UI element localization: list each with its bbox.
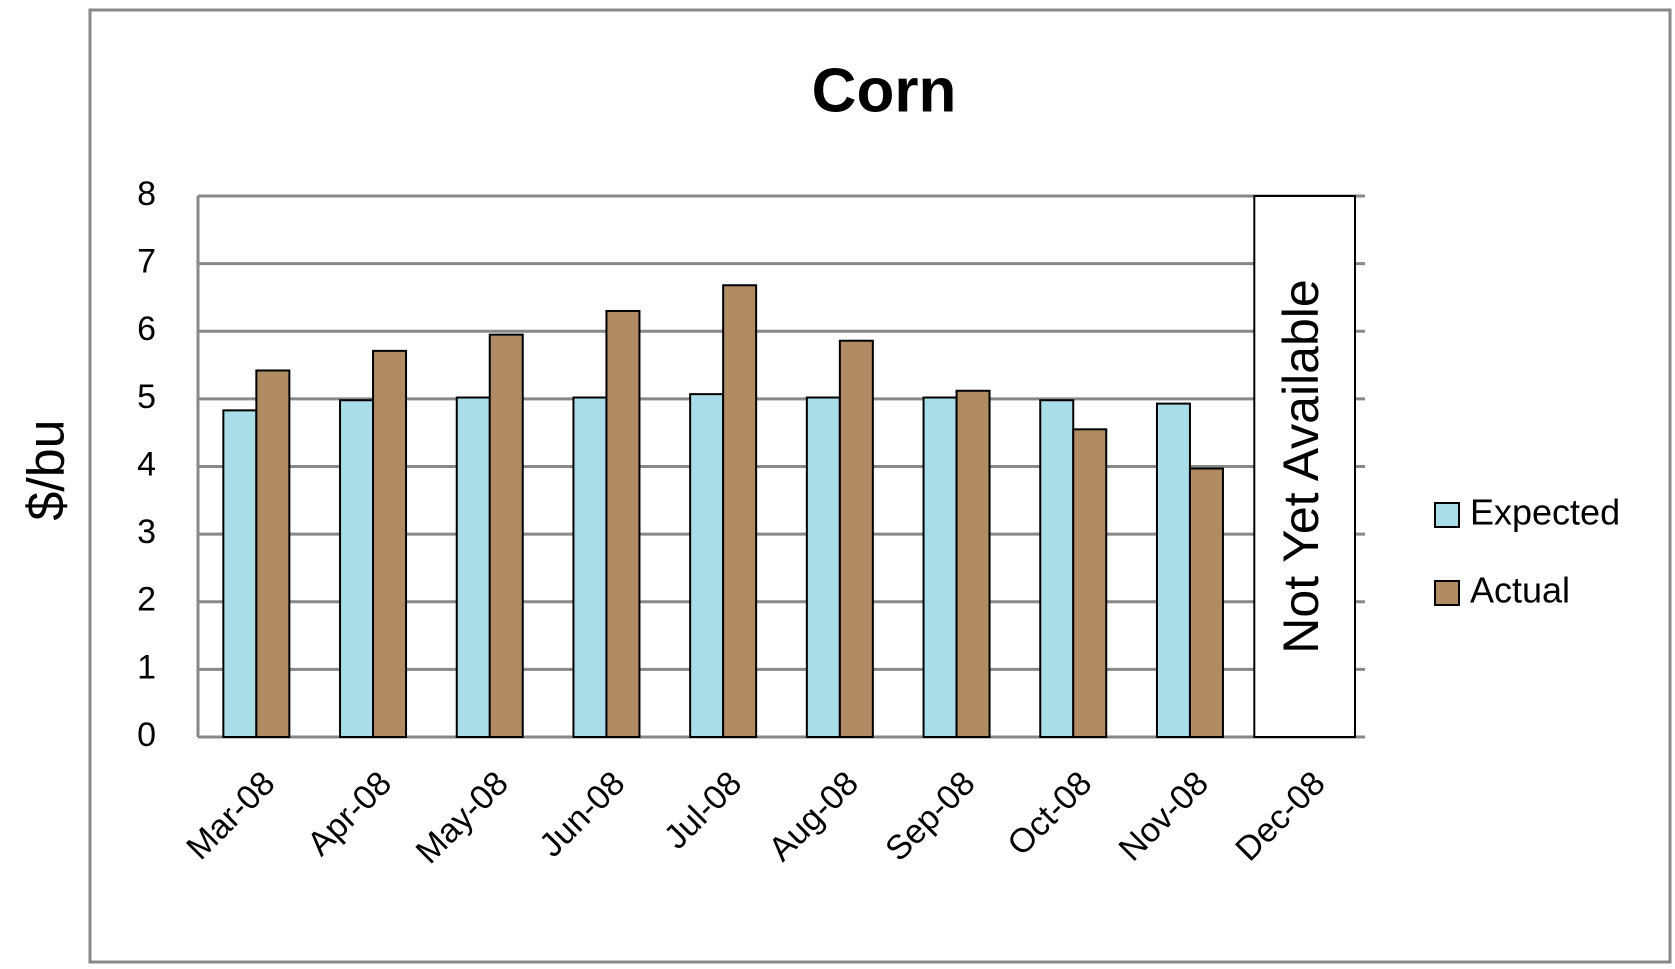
y-tick-label: 2 [137,581,156,619]
annotation-box [1253,195,1357,738]
bar [838,339,874,738]
bar [922,396,958,738]
bar [339,399,375,738]
legend-swatch [1434,580,1460,606]
y-tick-label: 3 [137,513,156,551]
y-axis-label: $/bu [18,419,76,520]
bar [255,369,291,738]
y-tick-label: 5 [137,378,156,416]
y-tick-label: 0 [137,716,156,754]
legend-label: Expected [1470,492,1620,533]
bar [222,409,258,738]
bar [689,393,725,738]
bar [572,396,608,738]
bar [455,396,491,738]
bar [1039,399,1075,738]
y-tick-label: 4 [137,445,156,483]
bar [1188,467,1224,738]
annotation: Not Yet Available [1273,279,1329,653]
bar [488,333,524,738]
y-tick-label: 1 [137,648,156,686]
bar [1155,402,1191,738]
y-tick-label: 6 [137,310,156,348]
bar [372,349,408,738]
bar [1072,428,1108,738]
y-tick-label: 8 [137,175,156,213]
bar [605,309,641,738]
chart-title: Corn [812,56,957,125]
bar [722,284,758,738]
y-tick-label: 7 [137,243,156,281]
legend-label: Actual [1470,570,1570,611]
bar [955,389,991,738]
bar [805,396,841,738]
legend-swatch [1434,502,1460,528]
